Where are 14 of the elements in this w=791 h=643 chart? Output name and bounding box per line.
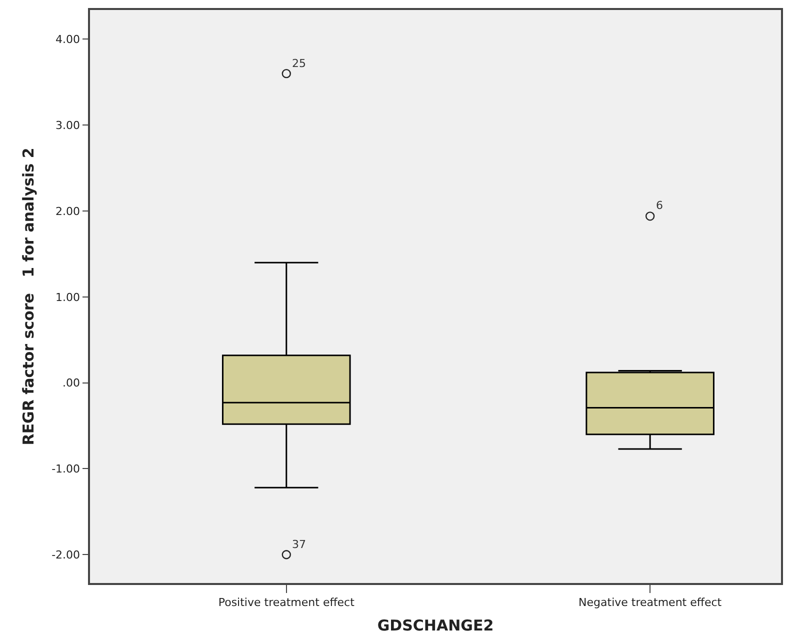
annotation: 37 (292, 538, 306, 551)
y-tick-label: 1.00 (56, 290, 80, 304)
x-axis-title: GDSCHANGE2 (377, 616, 494, 634)
y-tick-label: 4.00 (56, 33, 80, 46)
y-axis-title: REGR factor score 1 for analysis 2 (19, 148, 38, 446)
y-tick-label: .00 (62, 376, 80, 390)
y-tick-label: -2.00 (52, 548, 80, 562)
y-tick-label: 2.00 (56, 204, 80, 218)
x-tick-label: Negative treatment effect (578, 596, 722, 609)
annotation: 25 (292, 57, 306, 70)
annotation: 6 (656, 199, 663, 212)
y-tick-label: -1.00 (52, 462, 80, 476)
x-tick-label: Positive treatment effect (218, 596, 356, 609)
y-tick-label: 3.00 (56, 118, 80, 132)
